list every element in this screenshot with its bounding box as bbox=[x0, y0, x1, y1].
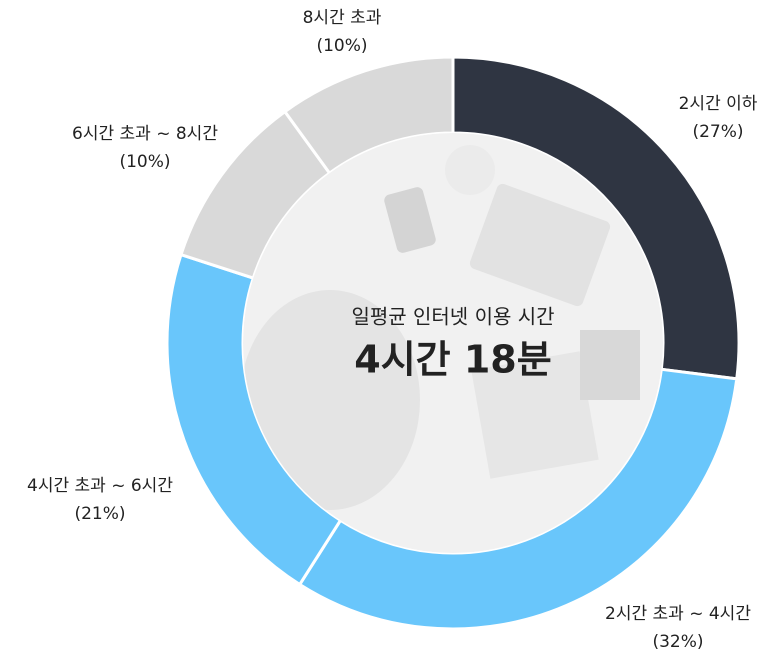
center-value: 4시간 18분 bbox=[354, 338, 551, 382]
slice-value-label: (21%) bbox=[74, 504, 125, 524]
slice bbox=[282, 55, 455, 176]
slice-value-label: (27%) bbox=[692, 122, 743, 142]
slice-label: 8시간 초과 bbox=[303, 8, 382, 28]
slice-label: 6시간 초과 ~ 8시간 bbox=[72, 124, 218, 144]
slice-value-label: (10%) bbox=[119, 152, 170, 172]
slice-value-label: (10%) bbox=[316, 36, 367, 56]
slice-label: 4시간 초과 ~ 6시간 bbox=[27, 476, 173, 496]
slice-label: 2시간 이하 bbox=[679, 94, 758, 114]
slice-value-label: (32%) bbox=[652, 632, 703, 652]
slice-label: 2시간 초과 ~ 4시간 bbox=[605, 604, 751, 624]
background-photo bbox=[243, 133, 663, 553]
center-title: 일평균 인터넷 이용 시간 bbox=[351, 305, 554, 329]
